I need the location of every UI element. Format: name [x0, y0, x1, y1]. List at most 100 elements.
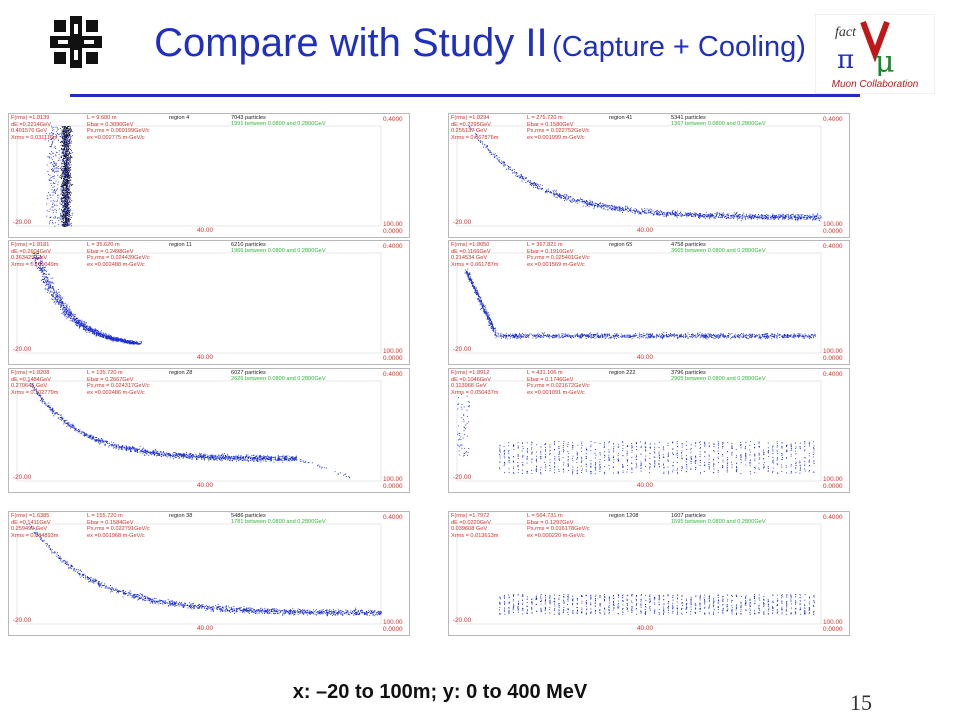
particle-point: [589, 203, 590, 205]
particle-point: [51, 298, 53, 300]
particle-point: [61, 197, 63, 199]
particle-point: [66, 185, 68, 186]
particle-point: [132, 341, 133, 343]
particle-point: [679, 212, 681, 214]
particle-point: [479, 301, 481, 303]
particle-point: [117, 339, 118, 341]
particle-point: [785, 216, 786, 218]
particle-point: [656, 212, 658, 214]
particle-point: [43, 279, 45, 281]
particle-point: [739, 214, 740, 215]
particle-point: [791, 217, 792, 219]
particle-point: [49, 281, 51, 283]
particle-point: [58, 302, 60, 303]
particle-point: [70, 142, 72, 144]
particle-point: [665, 214, 667, 216]
particle-point: [68, 181, 70, 183]
particle-point: [119, 338, 121, 340]
particle-point: [709, 216, 711, 218]
particle-point: [712, 215, 713, 216]
particle-point: [484, 310, 485, 312]
particle-point: [806, 217, 808, 219]
particle-point: [663, 211, 664, 213]
particle-point: [744, 215, 746, 217]
particle-point: [60, 214, 62, 216]
particle-point: [65, 220, 67, 221]
particle-point: [112, 340, 114, 342]
particle-point: [662, 213, 664, 215]
particle-point: [470, 129, 472, 131]
particle-point: [730, 217, 732, 219]
particle-point: [54, 292, 56, 293]
particle-point: [62, 193, 64, 195]
particle-point: [50, 153, 52, 155]
particle-point: [104, 333, 106, 335]
particle-point: [735, 213, 737, 215]
particle-point: [77, 321, 79, 323]
particle-point: [489, 323, 490, 325]
particle-point: [64, 224, 65, 226]
particle-point: [137, 343, 139, 345]
particle-point: [583, 202, 585, 204]
particle-point: [755, 336, 756, 338]
particle-point: [69, 211, 71, 213]
particle-point: [737, 217, 739, 219]
particle-point: [535, 183, 536, 185]
particle-point: [675, 214, 677, 215]
particle-point: [478, 140, 479, 141]
particle-point: [47, 198, 49, 200]
particle-point: [67, 133, 69, 135]
particle-point: [81, 323, 82, 325]
particle-point: [41, 265, 43, 266]
particle-point: [54, 204, 56, 206]
particle-point: [480, 301, 482, 303]
particle-point: [120, 338, 122, 340]
particle-point: [63, 144, 65, 146]
particle-point: [762, 335, 763, 337]
particle-point: [61, 184, 63, 186]
particle-point: [60, 166, 62, 168]
particle-point: [125, 342, 127, 343]
particle-point: [739, 214, 741, 216]
particle-point: [67, 162, 69, 164]
particle-point: [646, 208, 648, 210]
particle-point: [67, 166, 69, 167]
particle-point: [481, 301, 483, 302]
particle-point: [470, 279, 471, 281]
particle-point: [687, 212, 689, 214]
particle-point: [52, 286, 54, 288]
particle-point: [126, 340, 128, 342]
particle-point: [51, 220, 53, 221]
particle-point: [63, 197, 64, 198]
particle-point: [498, 160, 500, 162]
particle-point: [512, 333, 514, 335]
particle-point: [131, 341, 132, 343]
particle-point: [720, 217, 722, 219]
particle-point: [60, 141, 62, 143]
particle-point: [622, 212, 623, 213]
particle-point: [585, 334, 587, 336]
particle-point: [65, 198, 66, 199]
particle-point: [484, 311, 486, 313]
particle-point: [481, 299, 482, 301]
particle-point: [69, 177, 70, 179]
particle-point: [62, 194, 64, 196]
particle-point: [63, 210, 65, 212]
particle-point: [84, 329, 86, 330]
particle-point: [756, 218, 758, 220]
particle-point: [491, 152, 493, 154]
particle-point: [53, 289, 54, 291]
particle-point: [633, 209, 635, 211]
particle-point: [482, 141, 483, 143]
particle-point: [473, 288, 475, 289]
particle-point: [602, 205, 604, 207]
particle-point: [722, 215, 723, 217]
particle-point: [686, 213, 688, 215]
particle-point: [808, 215, 810, 217]
particle-point: [749, 214, 751, 216]
particle-point: [627, 207, 628, 209]
particle-point: [475, 134, 477, 135]
particle-point: [667, 336, 669, 338]
particle-point: [637, 337, 639, 338]
particle-point: [85, 326, 86, 328]
